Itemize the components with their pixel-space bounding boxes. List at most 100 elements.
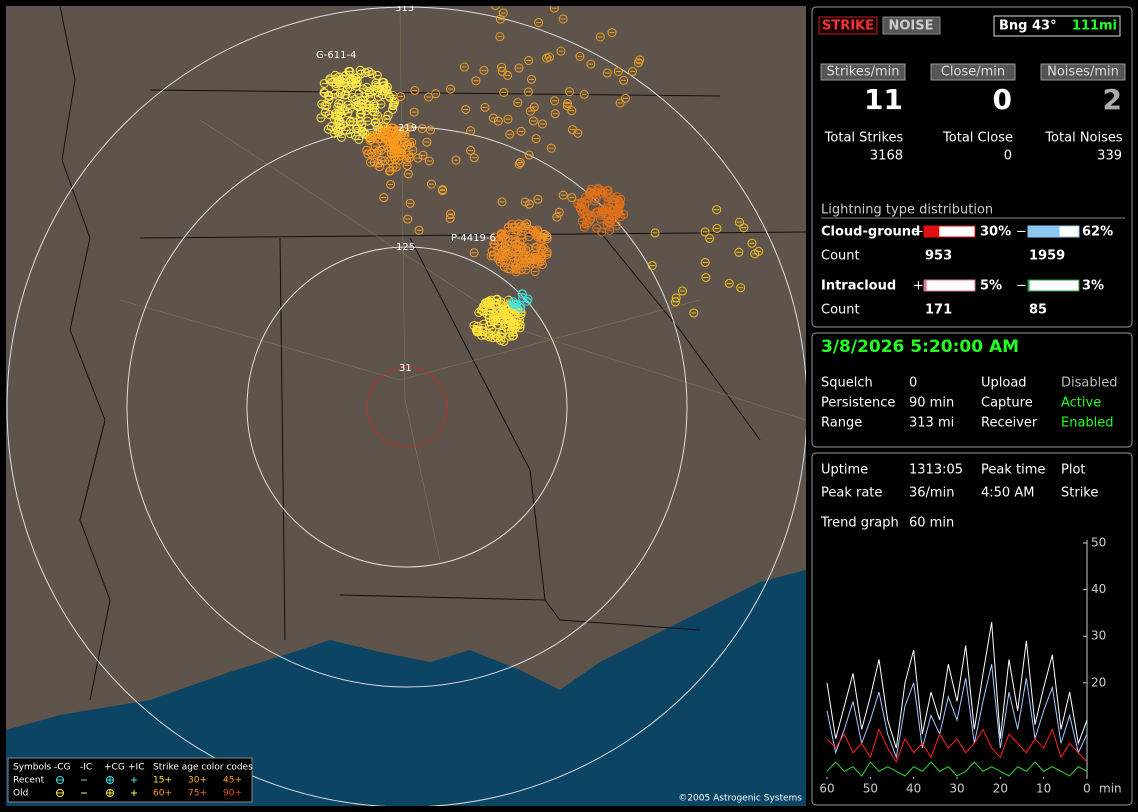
strike-symbol xyxy=(523,87,533,97)
strike-symbol xyxy=(322,100,332,110)
strike-symbol xyxy=(365,100,375,110)
strike-symbol xyxy=(567,125,577,135)
strike-symbol xyxy=(410,85,420,95)
info: Peak time xyxy=(981,463,1045,478)
setting: Active xyxy=(1061,396,1101,411)
x-tick-label: 20 xyxy=(993,782,1008,796)
setting: Range xyxy=(821,416,862,431)
rate-label[interactable]: Close/min xyxy=(941,65,1005,80)
strike-symbol xyxy=(380,134,390,144)
sign: − xyxy=(1016,225,1027,240)
strike-symbol xyxy=(479,65,489,75)
strike-button-label[interactable]: STRIKE xyxy=(822,19,874,34)
total-value: 0 xyxy=(1004,149,1012,164)
info: Strike xyxy=(1061,486,1098,501)
legend-column: +CG xyxy=(104,763,125,773)
info: 1313:05 xyxy=(909,463,963,478)
total-value: 339 xyxy=(1097,149,1122,164)
strike-symbol xyxy=(524,56,534,66)
y-tick-label: 30 xyxy=(1091,629,1106,643)
strike-symbol xyxy=(402,124,412,134)
sign: + xyxy=(913,225,924,240)
strike-symbol xyxy=(370,141,380,151)
count-label: Count xyxy=(821,303,860,318)
strike-symbol xyxy=(340,78,350,88)
setting: Persistence xyxy=(821,396,895,411)
strike-symbol xyxy=(328,77,338,87)
bar-fill xyxy=(1028,280,1030,291)
strike-symbol xyxy=(488,113,498,123)
legend-title: Symbols xyxy=(13,763,52,773)
legend: Symbols -CG -IC +CG +IC Strike age color code… xyxy=(7,757,253,803)
strike-symbol xyxy=(524,199,534,209)
noise-button[interactable] xyxy=(882,16,941,35)
rate-button[interactable] xyxy=(1040,63,1126,81)
strike-symbol xyxy=(485,317,495,327)
strike-symbol xyxy=(509,330,519,340)
strike-symbol xyxy=(346,77,356,87)
settings-box xyxy=(811,332,1133,448)
strike-symbol xyxy=(329,128,339,138)
strike-symbol xyxy=(345,129,355,139)
strike-symbol xyxy=(508,299,518,309)
y-tick-label: 40 xyxy=(1091,582,1106,596)
strike-symbol xyxy=(334,75,344,85)
strike-symbol xyxy=(533,194,543,204)
strike-symbol xyxy=(509,228,519,238)
strike-symbol xyxy=(523,294,533,304)
noise-button-label[interactable]: NOISE xyxy=(888,19,933,34)
strike-symbol xyxy=(526,74,536,84)
rate-label[interactable]: Noises/min xyxy=(1047,65,1119,80)
strike-symbol xyxy=(384,91,394,101)
strike-symbol xyxy=(650,228,660,238)
strike-symbol xyxy=(677,286,687,296)
strike-symbol xyxy=(333,125,343,135)
strike-button[interactable] xyxy=(818,16,878,35)
strike-symbol xyxy=(376,114,386,124)
strike-symbol xyxy=(514,245,524,255)
strike-symbol xyxy=(391,125,401,135)
sign: − xyxy=(1016,279,1027,294)
strike-symbol xyxy=(395,147,405,157)
strike-symbol xyxy=(473,327,483,337)
rate-label[interactable]: Strikes/min xyxy=(826,65,899,80)
map-label: 125 xyxy=(396,242,415,253)
strike-symbol xyxy=(396,145,406,155)
strike-symbol xyxy=(414,225,424,235)
strike-symbol xyxy=(537,119,547,129)
strike-symbol xyxy=(495,32,505,42)
strike-symbol xyxy=(747,238,757,248)
strike-symbol xyxy=(336,110,346,120)
strike-symbol xyxy=(360,128,370,138)
strike-symbol xyxy=(549,6,559,13)
strike-symbol xyxy=(539,229,549,239)
strike-symbol xyxy=(546,143,556,153)
strike-symbol xyxy=(336,132,346,142)
strike-symbol xyxy=(701,273,711,283)
strike-symbol xyxy=(335,119,345,129)
strike-symbol xyxy=(382,133,392,143)
rate-button[interactable] xyxy=(930,63,1016,81)
strike-symbol xyxy=(505,249,515,259)
strike-symbol xyxy=(554,207,564,217)
strike-symbol xyxy=(615,98,625,108)
strike-symbol xyxy=(592,223,602,233)
rate-button[interactable] xyxy=(820,63,906,81)
strike-symbol xyxy=(595,32,605,42)
strike-symbol xyxy=(518,293,528,303)
y-tick-label: 50 xyxy=(1091,536,1106,550)
map-label: 219 xyxy=(398,123,417,134)
strike-symbol xyxy=(528,116,538,126)
map-label: 313 xyxy=(395,3,414,14)
strike-symbol xyxy=(364,103,374,113)
strike-symbol xyxy=(319,87,329,97)
strike-symbol xyxy=(369,157,379,167)
strike-symbol xyxy=(316,113,326,123)
strike-symbol xyxy=(478,306,488,316)
strike-symbol xyxy=(515,158,525,168)
strike-symbol xyxy=(376,145,386,155)
strike-symbol xyxy=(488,315,498,325)
strike-symbol xyxy=(360,91,370,101)
strike-symbol xyxy=(355,112,365,122)
strike-symbol xyxy=(386,179,396,189)
